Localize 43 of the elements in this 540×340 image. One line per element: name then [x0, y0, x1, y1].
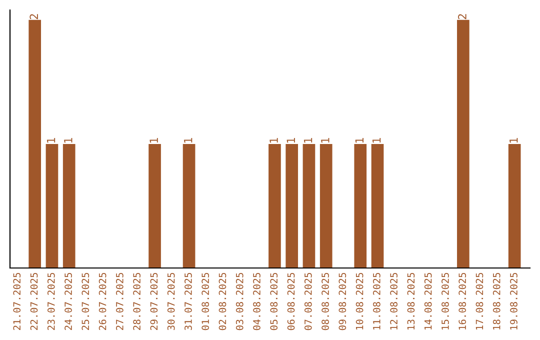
x-tick-label: 25.07.2025	[82, 272, 90, 330]
x-tick-label: 03.08.2025	[236, 272, 244, 330]
data-label: 1	[150, 138, 158, 143]
data-label: 2	[30, 14, 38, 20]
x-tick-label: 21.07.2025	[13, 272, 21, 330]
x-tick-label: 19.08.2025	[510, 272, 518, 330]
x-tick-label: 10.08.2025	[356, 272, 364, 330]
x-tick-label: 26.07.2025	[98, 272, 106, 330]
x-tick-label: 28.07.2025	[133, 272, 140, 330]
x-tick-label: 08.08.2025	[322, 272, 329, 330]
x-tick-label: 24.07.2025	[64, 272, 72, 330]
x-tick-label: 29.07.2025	[150, 272, 158, 330]
x-tick-label: 11.08.2025	[373, 272, 380, 330]
x-tick-label: 27.07.2025	[116, 272, 124, 330]
x-tick-label: 30.07.2025	[167, 272, 175, 330]
x-tick-label: 12.08.2025	[390, 272, 398, 330]
x-tick-label: 16.08.2025	[458, 272, 466, 330]
data-label: 1	[372, 138, 381, 143]
data-label: 1	[46, 138, 56, 143]
x-tick-label: 07.08.2025	[304, 272, 312, 330]
x-tick-label: 18.08.2025	[492, 272, 500, 330]
data-label: 1	[184, 138, 192, 143]
x-tick-label: 15.08.2025	[442, 272, 449, 330]
x-tick-label: 14.08.2025	[424, 272, 432, 330]
x-tick-label: 02.08.2025	[218, 272, 226, 330]
data-label: 1	[510, 138, 518, 143]
data-label: 1	[64, 138, 72, 143]
x-tick-label: 05.08.2025	[270, 272, 278, 330]
data-label: 1	[321, 138, 330, 143]
x-tick-label: 04.08.2025	[253, 272, 260, 330]
data-label: 1	[355, 138, 364, 143]
x-tick-label: 01.08.2025	[202, 272, 210, 330]
x-tick-label: 31.07.2025	[184, 272, 192, 330]
x-tick-label: 13.08.2025	[407, 272, 415, 330]
data-label: 2	[458, 14, 466, 20]
x-tick-label: 23.07.2025	[47, 272, 55, 330]
data-label: 1	[286, 138, 295, 143]
data-label: 1	[304, 138, 312, 143]
x-tick-label: 06.08.2025	[287, 272, 295, 330]
data-label: 1	[270, 138, 278, 143]
x-tick-label: 22.07.2025	[30, 272, 38, 330]
x-tick-label: 17.08.2025	[476, 272, 484, 330]
x-tick-label: 09.08.2025	[338, 272, 346, 330]
